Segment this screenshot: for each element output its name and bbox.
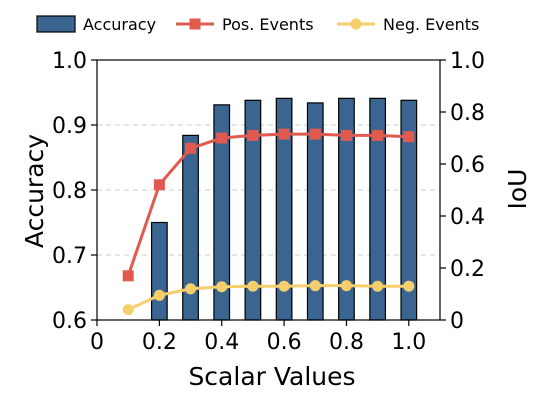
pos-events-point [247,129,259,141]
pos-events-point [122,270,134,282]
pos-events-point [278,128,290,140]
y-right-tick-label: 0.8 [450,101,485,126]
bars-layer [150,97,418,321]
neg-events-point [216,281,228,293]
pos-events-point [185,142,197,154]
pos-events-point [216,132,228,144]
pos-events-point [153,179,165,191]
series-line-neg [127,284,409,311]
legend-marker-pos [189,18,201,30]
series-line-pos [126,132,409,277]
x-tick-label: 0.8 [329,330,364,355]
legend-marker-neg [350,18,362,30]
pos-events-point [403,131,415,143]
y-right-tick-label: 0.2 [450,257,485,282]
legend-swatch-accuracy [36,15,76,33]
y-left-axis-title: Accuracy [20,134,49,248]
x-tick-label: 0.2 [142,330,177,355]
pos-events-point [372,129,384,141]
neg-events-point [153,289,165,301]
neg-events-point [340,280,352,292]
neg-events-point [247,280,259,292]
neg-events-point [403,280,415,292]
y-right-tick-label: 0.4 [450,205,485,230]
x-tick-label: 0.4 [204,330,239,355]
x-tick-label: 0 [90,330,104,355]
y-right-tick-label: 0.6 [450,153,485,178]
x-tick-label: 0.6 [267,330,302,355]
legend-label-neg: Neg. Events [383,15,479,34]
y-left-tick-label: 0.9 [52,114,87,139]
neg-events-point [122,304,134,316]
grid-layer [97,59,440,256]
neg-events-point [278,280,290,292]
x-tick-label: 1.0 [391,330,426,355]
y-left-tick-label: 1.0 [52,49,87,74]
legend: Accuracy Pos. Events Neg. Events [36,15,479,34]
y-left-tick-label: 0.8 [52,179,87,204]
legend-label-accuracy: Accuracy [83,15,156,34]
accuracy-bar [150,221,168,321]
y-right-tick-label: 1.0 [450,49,485,74]
y-right-axis-title: IoU [503,169,532,210]
pos-events-point [340,129,352,141]
legend-label-pos: Pos. Events [222,15,314,34]
y-left-tick-label: 0.7 [52,244,87,269]
neg-events-point [309,280,321,292]
axes-layer: 0 0.2 0.4 0.6 0.8 1.0 0.6 0.7 0.8 0.9 1.0 0 0.2 0.4 0.… [52,49,485,355]
y-left-tick-label: 0.6 [52,309,87,334]
neg-events-point [185,283,197,295]
x-axis-title: Scalar Values [188,362,355,391]
y-right-tick-label: 0 [450,309,464,334]
lines-layer [122,128,415,316]
neg-events-point [372,280,384,292]
pos-events-point [309,128,321,140]
